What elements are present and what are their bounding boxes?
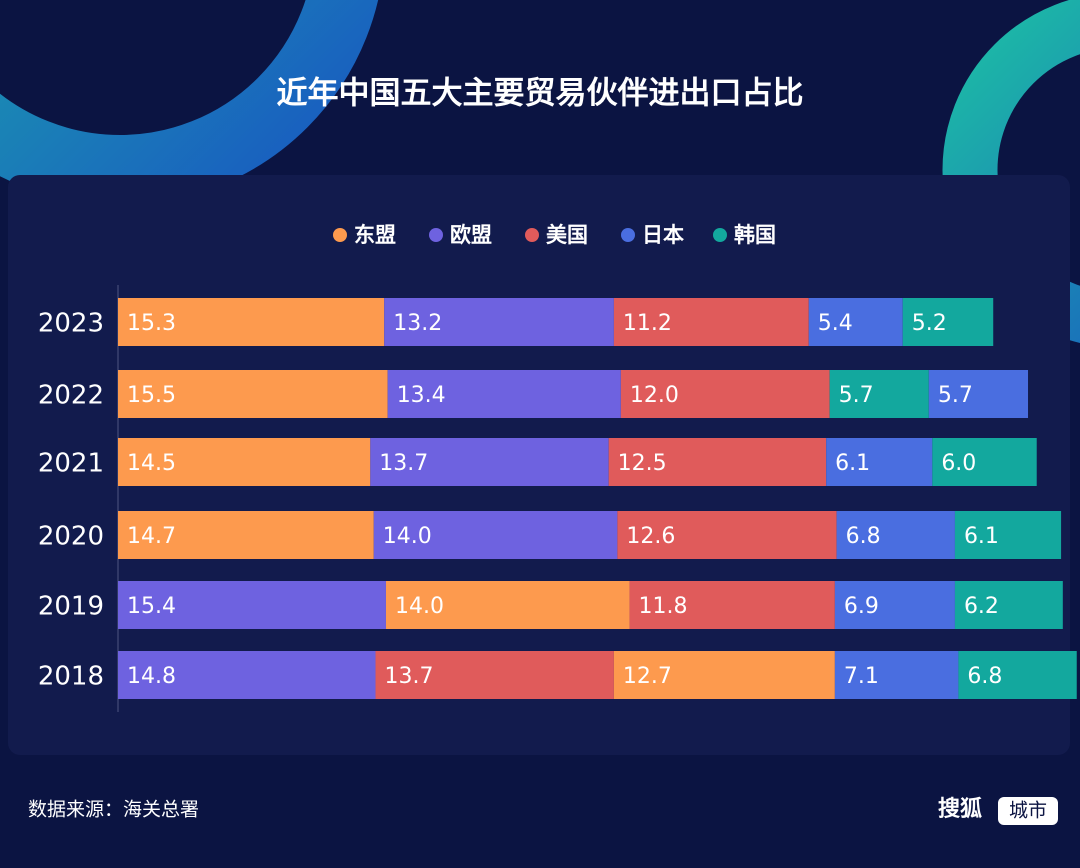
data-label: 15.5 bbox=[127, 383, 176, 408]
data-label: 6.8 bbox=[846, 524, 881, 549]
data-label: 12.5 bbox=[618, 451, 667, 476]
y-tick-label: 2021 bbox=[38, 449, 104, 479]
chart-title: 近年中国五大主要贸易伙伴进出口占比 bbox=[277, 76, 804, 112]
bar-segment bbox=[118, 651, 376, 699]
data-label: 11.8 bbox=[639, 594, 688, 619]
data-label: 6.0 bbox=[941, 451, 976, 476]
bar-segment bbox=[932, 438, 1037, 486]
bar-segment bbox=[608, 438, 827, 486]
bar-segment bbox=[836, 511, 955, 559]
data-label: 12.7 bbox=[623, 664, 672, 689]
bar-segment bbox=[834, 651, 959, 699]
bar-segment bbox=[613, 298, 809, 346]
data-label: 13.4 bbox=[397, 383, 446, 408]
data-label: 7.1 bbox=[844, 664, 879, 689]
bar-segment bbox=[617, 511, 837, 559]
y-tick-label: 2018 bbox=[38, 662, 104, 692]
legend-label: 东盟 bbox=[354, 223, 396, 247]
data-label: 12.6 bbox=[626, 524, 675, 549]
bar-segment bbox=[826, 438, 933, 486]
y-tick-label: 2023 bbox=[38, 309, 104, 339]
data-label: 6.2 bbox=[964, 594, 999, 619]
data-label: 15.4 bbox=[127, 594, 176, 619]
bar-segment bbox=[829, 370, 929, 418]
data-label: 6.8 bbox=[967, 664, 1002, 689]
data-label: 15.3 bbox=[127, 311, 176, 336]
legend-label: 欧盟 bbox=[450, 223, 492, 247]
legend-marker bbox=[713, 228, 727, 242]
bar-segment bbox=[958, 651, 1077, 699]
brand: 搜狐 bbox=[938, 796, 982, 822]
data-label: 12.0 bbox=[630, 383, 679, 408]
data-label: 13.7 bbox=[379, 451, 428, 476]
y-tick-label: 2022 bbox=[38, 381, 104, 411]
legend-label: 韩国 bbox=[734, 223, 776, 247]
bar-segment bbox=[118, 298, 385, 346]
legend-marker bbox=[621, 228, 635, 242]
bar-segment bbox=[629, 581, 835, 629]
data-label: 5.7 bbox=[938, 383, 973, 408]
bar-segment bbox=[118, 581, 386, 629]
data-label: 5.7 bbox=[839, 383, 874, 408]
legend-marker bbox=[429, 228, 443, 242]
bar-segment bbox=[620, 370, 830, 418]
data-label: 6.9 bbox=[844, 594, 879, 619]
bar-segment bbox=[902, 298, 994, 346]
legend-marker bbox=[333, 228, 347, 242]
bar-segment bbox=[118, 370, 388, 418]
data-label: 11.2 bbox=[623, 311, 672, 336]
bar-segment bbox=[118, 438, 371, 486]
y-tick-label: 2019 bbox=[38, 592, 104, 622]
bar-segment bbox=[928, 370, 1029, 418]
bar-segment bbox=[385, 581, 630, 629]
source: 数据来源：海关总署 bbox=[28, 799, 199, 821]
legend-label: 日本 bbox=[642, 223, 684, 247]
bar-segment bbox=[387, 370, 621, 418]
bar-segment bbox=[370, 438, 609, 486]
data-label: 6.1 bbox=[835, 451, 870, 476]
bar-segment bbox=[384, 298, 614, 346]
legend-marker bbox=[525, 228, 539, 242]
data-label: 6.1 bbox=[964, 524, 999, 549]
data-label: 5.4 bbox=[818, 311, 853, 336]
decor-arc bbox=[0, 0, 379, 205]
data-label: 14.7 bbox=[127, 524, 176, 549]
brand-badge bbox=[998, 797, 1058, 825]
bar-segment bbox=[613, 651, 835, 699]
bar-segment bbox=[954, 581, 1063, 629]
decor-arc bbox=[942, 0, 1080, 343]
bar-segment bbox=[118, 511, 374, 559]
legend-label: 美国 bbox=[546, 223, 588, 247]
data-label: 13.2 bbox=[393, 311, 442, 336]
data-label: 14.0 bbox=[383, 524, 432, 549]
bar-segment bbox=[834, 581, 955, 629]
data-label: 14.5 bbox=[127, 451, 176, 476]
brand: 城市 bbox=[1009, 800, 1047, 822]
bar-segment bbox=[375, 651, 614, 699]
data-label: 14.0 bbox=[395, 594, 444, 619]
data-label: 13.7 bbox=[385, 664, 434, 689]
bar-segment bbox=[954, 511, 1062, 559]
data-label: 5.2 bbox=[912, 311, 947, 336]
y-tick-label: 2020 bbox=[38, 522, 104, 552]
data-label: 14.8 bbox=[127, 664, 176, 689]
bar-segment bbox=[808, 298, 903, 346]
bar-segment bbox=[373, 511, 618, 559]
